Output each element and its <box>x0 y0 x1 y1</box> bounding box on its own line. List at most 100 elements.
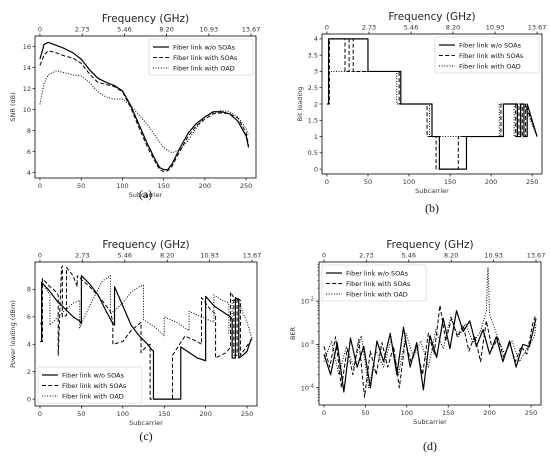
top-tick-label: 2.73 <box>359 252 373 260</box>
y-tick-label: 4 <box>314 35 318 43</box>
x-axis-label: Subcarrier <box>129 191 163 199</box>
x-tick-label: 0 <box>322 409 326 417</box>
series-group <box>323 266 537 398</box>
y-tick-label: 10-3 <box>301 340 314 349</box>
y-axis-label: BER <box>289 326 297 340</box>
legend-entry-1: Fiber link w/o SOAs <box>346 269 409 277</box>
x-tick-label: 100 <box>117 410 129 418</box>
y-tick-label: 3 <box>314 68 318 76</box>
series-line-3 <box>323 266 537 389</box>
legend-entry-3: Fiber link with OAD <box>173 64 235 72</box>
series-group <box>39 41 250 173</box>
series-group <box>39 265 253 400</box>
series-line-2 <box>323 304 537 398</box>
x-tick-label: 100 <box>403 178 415 186</box>
legend-entry-1: Fiber link w/o SOAs <box>62 371 125 379</box>
top-tick-label: 13.67 <box>243 252 262 260</box>
legend-box <box>148 38 254 76</box>
x-tick-label: 50 <box>364 178 372 186</box>
y-tick-label: 1 <box>314 133 318 141</box>
y-tick-label: 12 <box>23 85 31 93</box>
x-tick-label: 100 <box>401 409 413 417</box>
x-tick-label: 250 <box>526 178 538 186</box>
series-line-3 <box>326 70 538 138</box>
x-tick-label: 250 <box>525 409 537 417</box>
chart-panel-a: Frequency (GHz) 0 2.73 5.46 8.20 10.93 13.67 0 5… <box>9 13 260 201</box>
top-tick-label: 0 <box>325 24 329 32</box>
y-tick-label: 6 <box>27 148 31 156</box>
legend-box <box>321 264 427 302</box>
series-line-1 <box>39 41 250 171</box>
chart-panel-c: Frequency (GHz) 0 2.73 5.46 8.20 10.93 13.67 0 5… <box>9 239 261 443</box>
series-line-2 <box>39 265 253 400</box>
y-axis-label: Bit loading <box>296 87 304 122</box>
top-tick-label: 0 <box>38 252 42 260</box>
x-tick-label: 200 <box>199 410 211 418</box>
y-tick-label: 2 <box>314 100 318 108</box>
x-tick-label: 100 <box>116 182 128 190</box>
x-axis-label: Subcarrier <box>129 419 163 427</box>
top-tick-label: 0 <box>38 26 42 34</box>
y-axis-label: Power loading (dBm) <box>9 300 17 368</box>
x-tick-label: 50 <box>77 410 85 418</box>
legend: Fiber link w/o SOAs Fiber link with SOAs F… <box>37 366 143 404</box>
x-tick-label: 200 <box>199 182 211 190</box>
top-axis-title: Frequency (GHz) <box>102 239 189 251</box>
legend-box <box>37 366 143 404</box>
x-tick-label: 200 <box>485 178 497 186</box>
x-axis-label: Subcarrier <box>415 187 449 195</box>
legend: Fiber link w/o SOAs Fiber link with SOAs F… <box>434 36 540 74</box>
y-tick-label: 16 <box>23 43 31 51</box>
y-tick-label: 8 <box>27 127 31 135</box>
x-tick-label: 200 <box>483 409 495 417</box>
y-tick-label: 0 <box>314 165 318 173</box>
x-tick-label: 250 <box>241 410 253 418</box>
legend-entry-2: Fiber link with SOAs <box>459 52 524 60</box>
top-tick-label: 13.67 <box>528 24 547 32</box>
y-tick-label: 8 <box>27 286 31 294</box>
legend-entry-2: Fiber link with SOAs <box>62 382 127 390</box>
x-tick-label: 50 <box>77 182 85 190</box>
y-tick-label: 6 <box>27 313 31 321</box>
y-tick-label: 10 <box>23 106 31 114</box>
chart-panel-d: Frequency (GHz) 0 2.73 5.46 8.20 10.93 13.67 0 5… <box>289 239 545 453</box>
legend-entry-2: Fiber link with SOAs <box>346 280 411 288</box>
legend: Fiber link w/o SOAs Fiber link with SOAs F… <box>321 264 427 302</box>
y-tick-label: 1.5 <box>308 117 318 125</box>
top-tick-label: 0 <box>322 252 326 260</box>
legend-entry-2: Fiber link with SOAs <box>173 54 238 62</box>
y-tick-label: 2 <box>27 368 31 376</box>
top-tick-label: 5.46 <box>117 26 131 34</box>
panel-label: (d) <box>423 439 437 453</box>
series-line-3 <box>39 70 250 154</box>
x-tick-label: 0 <box>325 178 329 186</box>
legend-entry-1: Fiber link w/o SOAs <box>459 41 522 49</box>
x-tick-label: 150 <box>444 178 456 186</box>
series-line-1 <box>39 275 252 400</box>
top-axis-title: Frequency (GHz) <box>386 239 473 251</box>
chart-panel-b: Frequency (GHz) 0 2.73 5.46 8.20 10.93 13.67 0 5… <box>296 11 546 215</box>
y-tick-label: 0.5 <box>308 149 318 157</box>
legend-entry-3: Fiber link with OAD <box>346 290 408 298</box>
top-tick-label: 8.20 <box>444 252 458 260</box>
y-axis-label: SNR (dB) <box>9 92 17 121</box>
top-tick-label: 5.46 <box>118 252 132 260</box>
top-axis-title: Frequency (GHz) <box>388 11 475 23</box>
top-tick-label: 8.20 <box>446 24 460 32</box>
x-tick-label: 150 <box>442 409 454 417</box>
x-tick-label: 150 <box>157 182 169 190</box>
top-tick-label: 13.67 <box>242 26 261 34</box>
legend-box <box>434 36 540 74</box>
top-tick-label: 2.73 <box>362 24 376 32</box>
top-axis-title: Frequency (GHz) <box>102 13 189 25</box>
legend-entry-3: Fiber link with OAD <box>62 392 124 400</box>
series-line-3 <box>39 275 253 339</box>
top-tick-label: 2.73 <box>75 252 89 260</box>
x-axis-label: Subcarrier <box>413 418 447 426</box>
y-tick-label: 3.5 <box>308 51 318 59</box>
y-tick-label: 4 <box>27 169 31 177</box>
top-tick-label: 10.93 <box>484 252 503 260</box>
x-tick-label: 250 <box>240 182 252 190</box>
series-group <box>326 38 538 170</box>
